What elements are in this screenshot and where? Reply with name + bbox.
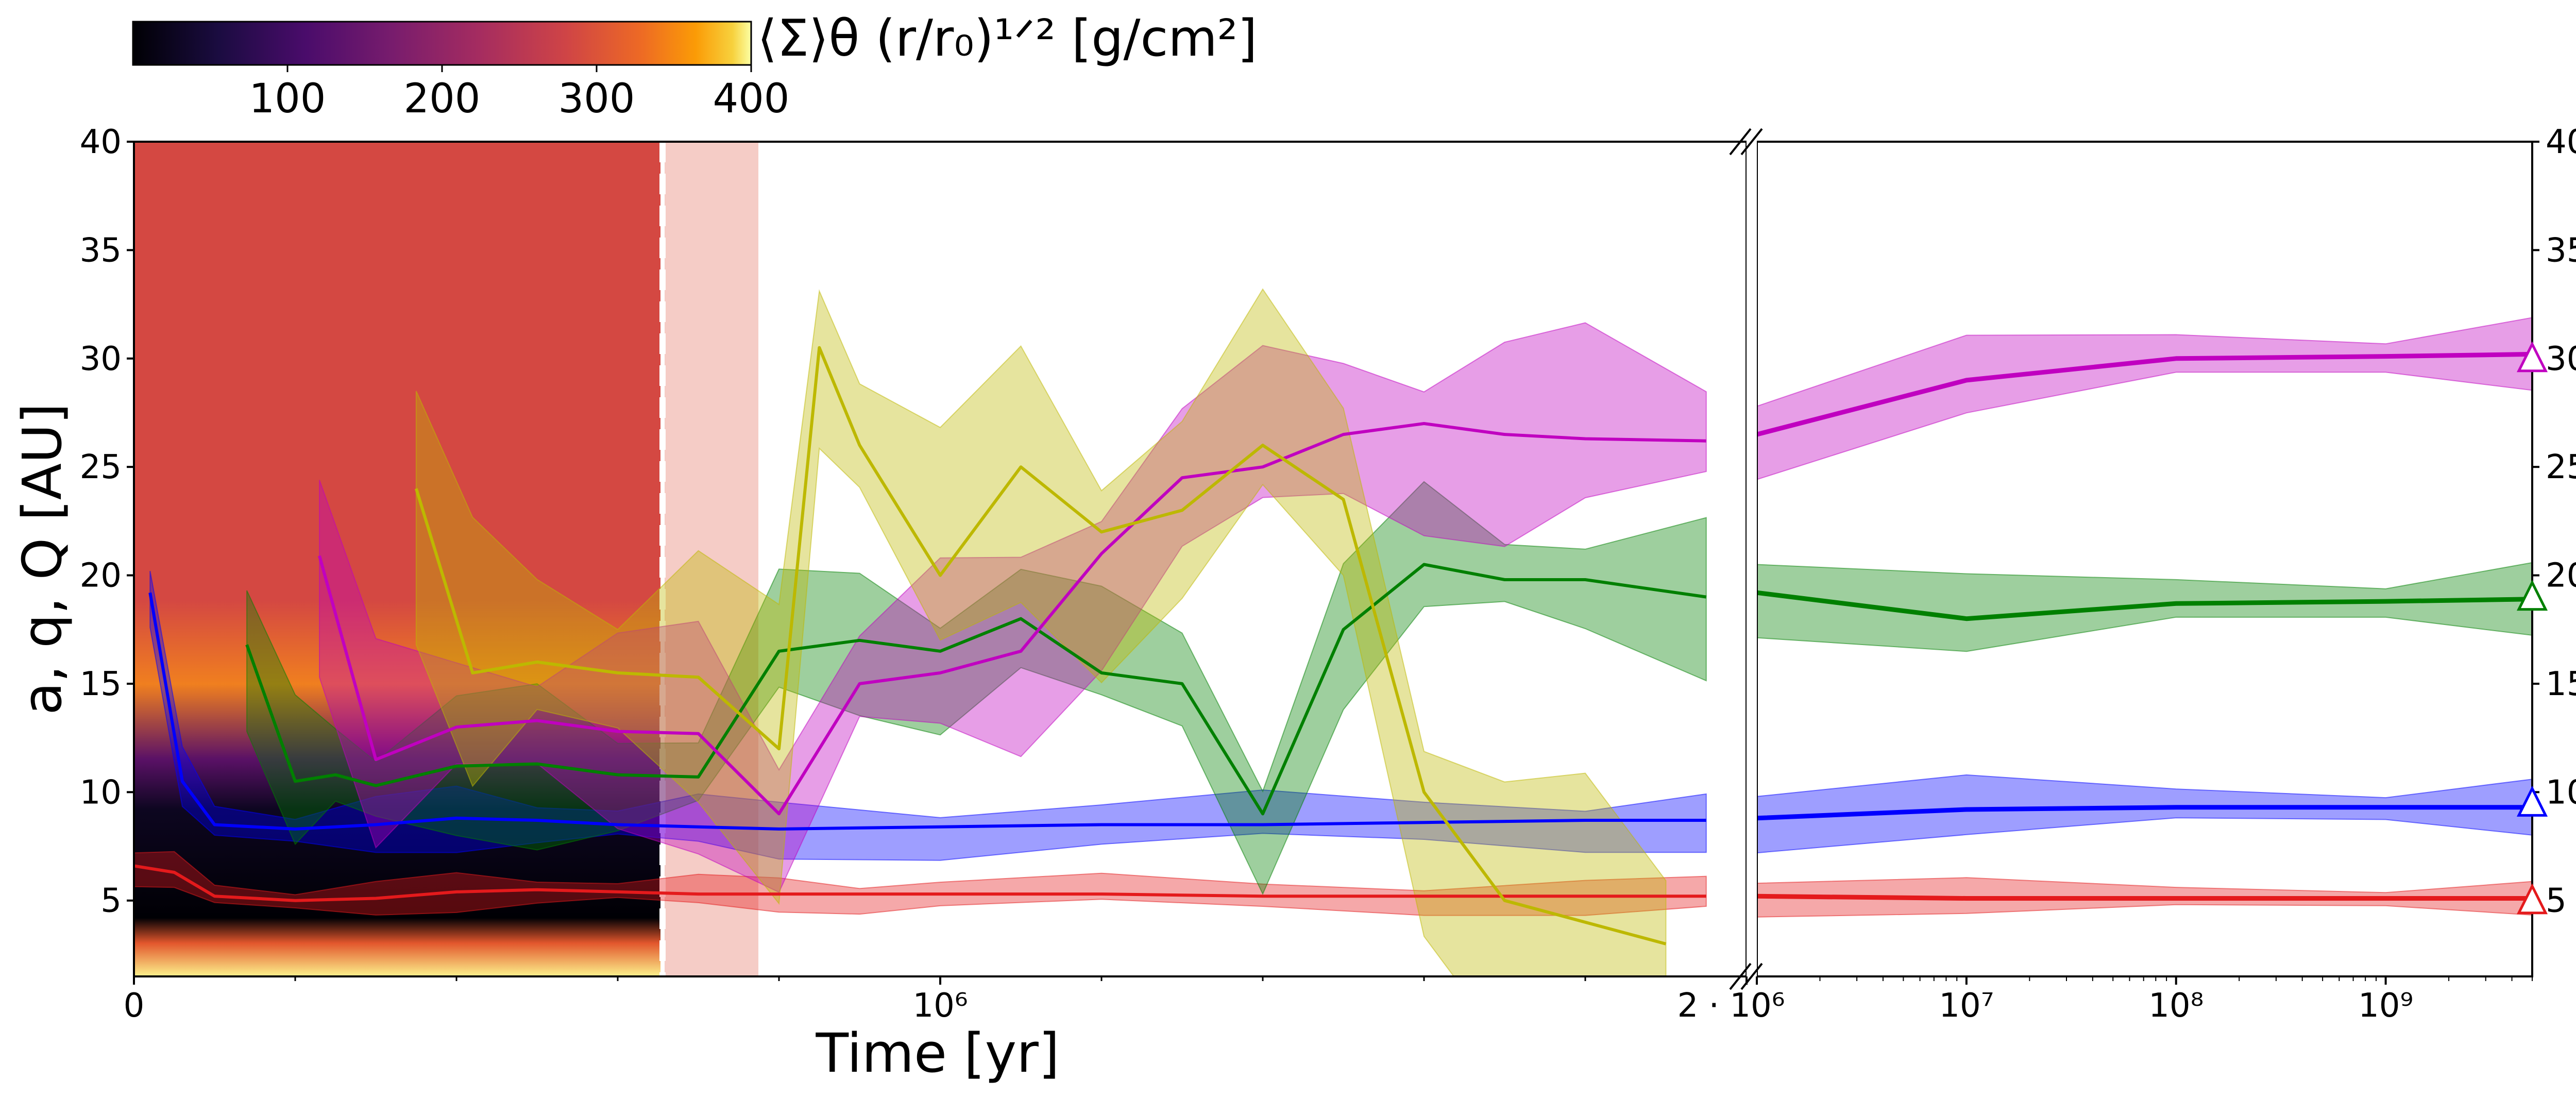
colorbar [132,21,752,66]
disk-density-map [134,142,660,976]
final-marker [2516,785,2548,817]
colorbar-tick-label: 300 [558,76,635,122]
series-band-1 [149,570,1707,861]
y-tick-label: 35 [80,231,122,269]
final-marker [2516,580,2548,611]
colorbar-ticks: 100 200 300 400 [249,65,790,122]
y-tick-label: 5 [2546,882,2567,920]
series-line-late-0 [1757,893,2532,901]
series-band-late-1 [1757,774,2532,854]
y-tick-label: 10 [2546,773,2576,812]
final-markers [2516,341,2548,915]
series-line-late-3 [1757,351,2532,437]
y-tick-label: 20 [80,557,122,595]
y-tick-label: 25 [2546,448,2576,486]
y-tick-label: 5 [100,882,122,920]
series-line-late-1 [1757,805,2532,821]
x-axis-label: Time [yr] [815,1022,1059,1085]
y-ticks-right: 5 10 15 20 25 30 35 40 [2532,123,2576,920]
series-band-2 [246,481,1707,896]
series-band-4 [415,288,1667,976]
series-line-3 [318,422,1706,816]
x-tick-label: 10⁶ [912,987,968,1025]
final-marker [2516,341,2548,373]
y-tick-label: 10 [80,773,122,812]
y-tick-label: 20 [2546,557,2576,595]
colorbar-label: ⟨Σ⟩θ (r/r₀)¹ᐟ² [g/cm²] [757,9,1257,68]
series-band-0 [134,851,1707,916]
x-tick-label: 10⁹ [2358,987,2413,1025]
x-tick-label: 0 [124,987,145,1025]
series-line-2 [245,563,1707,816]
y-ticks-left: 5 10 15 20 25 30 35 40 [80,123,134,920]
series-line-0 [134,864,1706,902]
y-tick-label: 15 [80,665,122,703]
y-tick-label: 15 [2546,665,2576,703]
axis-break-gap [1747,129,1757,994]
y-tick-label: 25 [80,448,122,486]
series-line-late-2 [1757,590,2532,621]
y-axis-label: a, q, Q [AU] [11,403,74,715]
y-tick-label: 40 [2546,123,2576,161]
y-tick-label: 30 [80,340,122,378]
y-tick-label: 40 [80,123,122,161]
colorbar-tick-label: 400 [713,76,790,122]
colorbar-tick-label: 200 [404,76,481,122]
y-tick-label: 35 [2546,231,2576,269]
x-ticks: 0 10⁶ 2 · 10⁶ 10⁷ 10⁸ 10⁹ [124,976,2533,1025]
final-marker [2516,883,2548,915]
series-band-late-3 [1757,317,2532,480]
x-tick-label: 10⁸ [2148,987,2204,1025]
colorbar-tick-label: 100 [249,76,326,122]
series-line-1 [148,592,1706,831]
series-line-4 [414,346,1667,946]
x-tick-label: 10⁷ [1939,987,1994,1025]
x-tick-label: 2 · 10⁶ [1677,987,1785,1025]
axis-break-marks [1729,128,1763,990]
y-tick-label: 30 [2546,340,2576,378]
right-axes-frame [1756,141,2533,977]
series-band-3 [319,322,1707,893]
